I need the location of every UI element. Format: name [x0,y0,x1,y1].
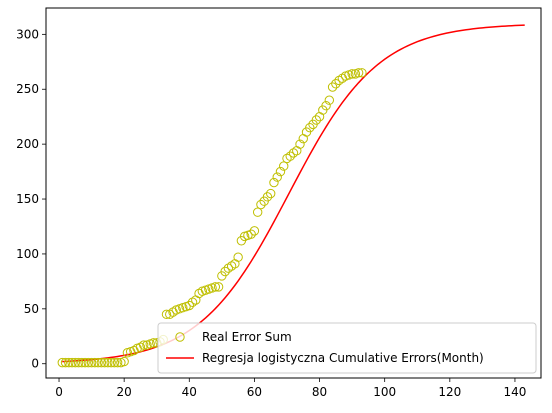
scatter-point [96,357,107,368]
y-tick-label: 250 [16,82,39,96]
scatter-point [64,357,74,368]
scatter-point [119,356,129,367]
y-tick-label: 50 [24,302,39,316]
scatter-point [266,188,276,199]
scatter-point [275,166,286,177]
scatter-point [331,79,341,89]
scatter-point [285,151,295,161]
scatter-point [77,357,87,368]
x-tick-label: 40 [182,385,197,399]
scatter-point [233,252,243,262]
scatter-point [165,309,175,320]
y-tick-label: 300 [16,27,39,41]
x-tick-label: 0 [55,385,63,399]
x-axis: 0 20 40 60 80 100 120 140 [55,378,526,399]
scatter-point [135,342,146,352]
x-tick-label: 20 [117,385,132,399]
scatter-point [70,357,81,368]
scatter-point [213,282,224,292]
scatter-point [226,261,237,271]
scatter-point [246,229,256,239]
legend-frame [157,322,537,374]
scatter-point [57,357,67,368]
scatter-point [279,161,289,171]
y-tick-label: 150 [16,192,39,206]
y-tick-label: 100 [16,247,39,261]
scatter-point [256,199,266,210]
axes-frame [45,7,542,379]
plot-area [57,24,525,368]
scatter-point [93,357,103,368]
y-axis: 0 50 100 150 200 250 300 [16,27,46,371]
x-tick-label: 60 [247,385,262,399]
scatter-point [252,207,263,217]
scatter-point [321,101,331,111]
scatter-point [324,95,335,105]
scatter-point [262,192,273,202]
legend: Real Error Sum Regresja logistyczna Cumu… [157,322,537,374]
scatter-point [99,357,110,368]
y-tick-label: 0 [31,357,39,371]
scatter-point [187,297,198,307]
scatter-point [269,177,279,188]
scatter-point [311,115,321,125]
legend-label-logistic-regression: Regresja logistyczna Cumulative Errors(M… [202,351,484,365]
legend-marker-real-error-sum [175,332,185,342]
series-line-logistic-regression [62,24,525,363]
scatter-point [327,82,338,92]
scatter-point [184,300,194,311]
scatter-point [288,148,299,158]
x-tick-label: 140 [503,385,526,399]
scatter-point [60,357,71,368]
scatter-point [73,357,84,368]
x-tick-label: 80 [312,385,327,399]
scatter-point [305,122,315,133]
scatter-point [109,357,120,368]
scatter-point [334,75,344,86]
scatter-point [249,226,260,236]
scatter-point [223,263,234,273]
scatter-point [139,340,149,350]
scatter-point [353,68,364,78]
scatter-point [161,309,172,320]
scatter-point [106,357,116,368]
scatter-point [86,357,97,368]
scatter-point [112,357,123,368]
scatter-point [282,153,292,164]
scatter-point [83,357,94,368]
scatter-point [80,357,90,368]
scatter-point [67,357,77,368]
scatter-point [220,266,230,277]
legend-label-real-error-sum: Real Error Sum [202,330,292,344]
x-tick-label: 100 [373,385,396,399]
scatter-point [90,357,100,368]
scatter-point [210,282,221,292]
scatter-point [357,68,367,78]
scatter-point [103,357,113,368]
scatter-point [347,69,357,79]
scatter-point [272,172,282,182]
scatter-point [295,139,305,149]
y-tick-label: 200 [16,137,39,151]
x-tick-label: 120 [438,385,461,399]
